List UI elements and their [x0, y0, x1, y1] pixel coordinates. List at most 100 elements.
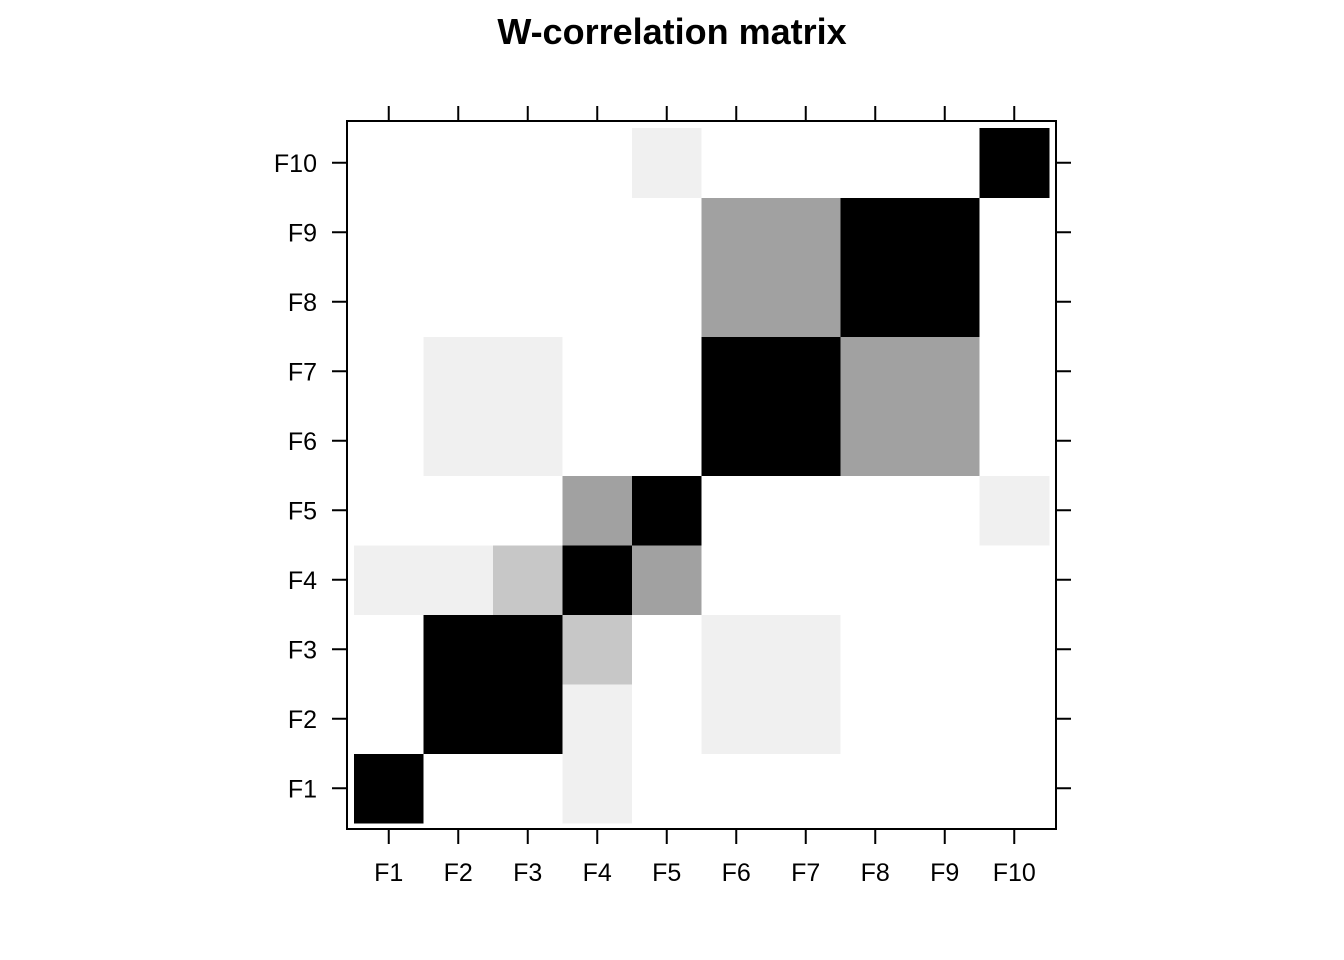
- x-tick-label-F6: F6: [722, 859, 751, 887]
- heatmap-cell-F1-F7: [354, 336, 425, 407]
- x-tick-label-F10: F10: [993, 859, 1036, 887]
- heatmap-cell-F9-F3: [910, 614, 981, 685]
- heatmap-cell-F3-F4: [493, 545, 564, 616]
- x-tick-label-F7: F7: [791, 859, 820, 887]
- heatmap-cell-F10-F3: [979, 614, 1050, 685]
- heatmap-cell-F9-F7: [910, 336, 981, 407]
- heatmap-cell-F5-F8: [632, 267, 703, 338]
- heatmap-cell-F2-F7: [423, 336, 494, 407]
- heatmap-cell-F7-F3: [771, 614, 842, 685]
- heatmap-cell-F6-F7: [701, 336, 772, 407]
- heatmap-cell-F7-F2: [771, 684, 842, 755]
- heatmap-cell-F8-F2: [840, 684, 911, 755]
- heatmap-cell-F6-F4: [701, 545, 772, 616]
- y-tick-label-F1: F1: [288, 775, 317, 803]
- heatmap-cell-F1-F6: [354, 406, 425, 477]
- y-tick-label-F2: F2: [288, 706, 317, 734]
- heatmap-cell-F8-F5: [840, 475, 911, 546]
- y-tick-label-F4: F4: [288, 567, 317, 595]
- heatmap-cell-F4-F9: [562, 197, 633, 268]
- heatmap-cell-F5-F2: [632, 684, 703, 755]
- heatmap-cell-F9-F10: [910, 128, 981, 199]
- heatmap-cell-F3-F2: [493, 684, 564, 755]
- heatmap-cell-F6-F2: [701, 684, 772, 755]
- y-tick-label-F8: F8: [288, 289, 317, 317]
- x-tick-label-F5: F5: [652, 859, 681, 887]
- x-tick-label-F3: F3: [513, 859, 542, 887]
- heatmap-cell-F3-F5: [493, 475, 564, 546]
- heatmap-cell-F5-F7: [632, 336, 703, 407]
- heatmap-cell-F8-F8: [840, 267, 911, 338]
- heatmap-cell-F2-F2: [423, 684, 494, 755]
- heatmap-cell-F4-F10: [562, 128, 633, 199]
- heatmap-cell-F8-F4: [840, 545, 911, 616]
- heatmap-cell-F4-F3: [562, 614, 633, 685]
- heatmap-cell-F6-F5: [701, 475, 772, 546]
- heatmap-cell-F3-F3: [493, 614, 564, 685]
- x-tick-label-F9: F9: [930, 859, 959, 887]
- heatmap-cell-F8-F3: [840, 614, 911, 685]
- heatmap-cell-F2-F9: [423, 197, 494, 268]
- heatmap-cell-F2-F8: [423, 267, 494, 338]
- heatmap-cell-F6-F10: [701, 128, 772, 199]
- heatmap-cell-F8-F6: [840, 406, 911, 477]
- y-tick-label-F5: F5: [288, 497, 317, 525]
- heatmap-cell-F1-F9: [354, 197, 425, 268]
- heatmap-cell-F6-F1: [701, 753, 772, 824]
- heatmap-cell-F4-F7: [562, 336, 633, 407]
- heatmap-cell-F7-F4: [771, 545, 842, 616]
- heatmap-cell-F5-F1: [632, 753, 703, 824]
- heatmap-cell-F8-F10: [840, 128, 911, 199]
- heatmap-cell-F7-F7: [771, 336, 842, 407]
- x-tick-label-F8: F8: [861, 859, 890, 887]
- axis-tick-labels: F1 F2 F3 F4 F5 F6 F7 F8 F9 F10 F1 F2 F3 F4 F5 F6 F7 F8 F9 F…: [274, 150, 1036, 887]
- chart-title: W-correlation matrix: [497, 11, 846, 52]
- heatmap-cell-F9-F5: [910, 475, 981, 546]
- heatmap-cell-F3-F1: [493, 753, 564, 824]
- heatmap-cells: [354, 128, 1050, 824]
- heatmap-cell-F7-F8: [771, 267, 842, 338]
- heatmap-cell-F1-F10: [354, 128, 425, 199]
- heatmap-cell-F1-F3: [354, 614, 425, 685]
- heatmap-cell-F5-F6: [632, 406, 703, 477]
- heatmap-cell-F6-F9: [701, 197, 772, 268]
- heatmap-cell-F1-F1: [354, 753, 425, 824]
- x-tick-label-F4: F4: [583, 859, 612, 887]
- heatmap-cell-F5-F3: [632, 614, 703, 685]
- heatmap-cell-F5-F10: [632, 128, 703, 199]
- plot-frame: [346, 120, 1057, 830]
- heatmap-cell-F3-F8: [493, 267, 564, 338]
- heatmap-cell-F2-F1: [423, 753, 494, 824]
- heatmap-cell-F10-F5: [979, 475, 1050, 546]
- heatmap-cell-F5-F9: [632, 197, 703, 268]
- heatmap-cell-F10-F9: [979, 197, 1050, 268]
- heatmap-cell-F9-F4: [910, 545, 981, 616]
- heatmap-cell-F10-F4: [979, 545, 1050, 616]
- y-tick-label-F9: F9: [288, 219, 317, 247]
- heatmap-cell-F1-F8: [354, 267, 425, 338]
- heatmap-cell-F4-F1: [562, 753, 633, 824]
- y-tick-label-F10: F10: [274, 150, 317, 178]
- heatmap-cell-F4-F6: [562, 406, 633, 477]
- heatmap-cell-F1-F2: [354, 684, 425, 755]
- heatmap-cell-F10-F7: [979, 336, 1050, 407]
- y-tick-label-F3: F3: [288, 636, 317, 664]
- heatmap-cell-F2-F10: [423, 128, 494, 199]
- heatmap-cell-F7-F5: [771, 475, 842, 546]
- heatmap-cell-F10-F2: [979, 684, 1050, 755]
- heatmap-cell-F7-F10: [771, 128, 842, 199]
- heatmap-cell-F4-F5: [562, 475, 633, 546]
- heatmap-cell-F6-F6: [701, 406, 772, 477]
- heatmap-cell-F4-F8: [562, 267, 633, 338]
- heatmap-cell-F10-F1: [979, 753, 1050, 824]
- heatmap-cell-F9-F8: [910, 267, 981, 338]
- heatmap-cell-F7-F9: [771, 197, 842, 268]
- heatmap-cell-F2-F5: [423, 475, 494, 546]
- heatmap-cell-F6-F8: [701, 267, 772, 338]
- heatmap-cell-F7-F6: [771, 406, 842, 477]
- heatmap-cell-F5-F4: [632, 545, 703, 616]
- heatmap-cell-F9-F2: [910, 684, 981, 755]
- axis-ticks: [332, 106, 1071, 844]
- heatmap-cell-F9-F6: [910, 406, 981, 477]
